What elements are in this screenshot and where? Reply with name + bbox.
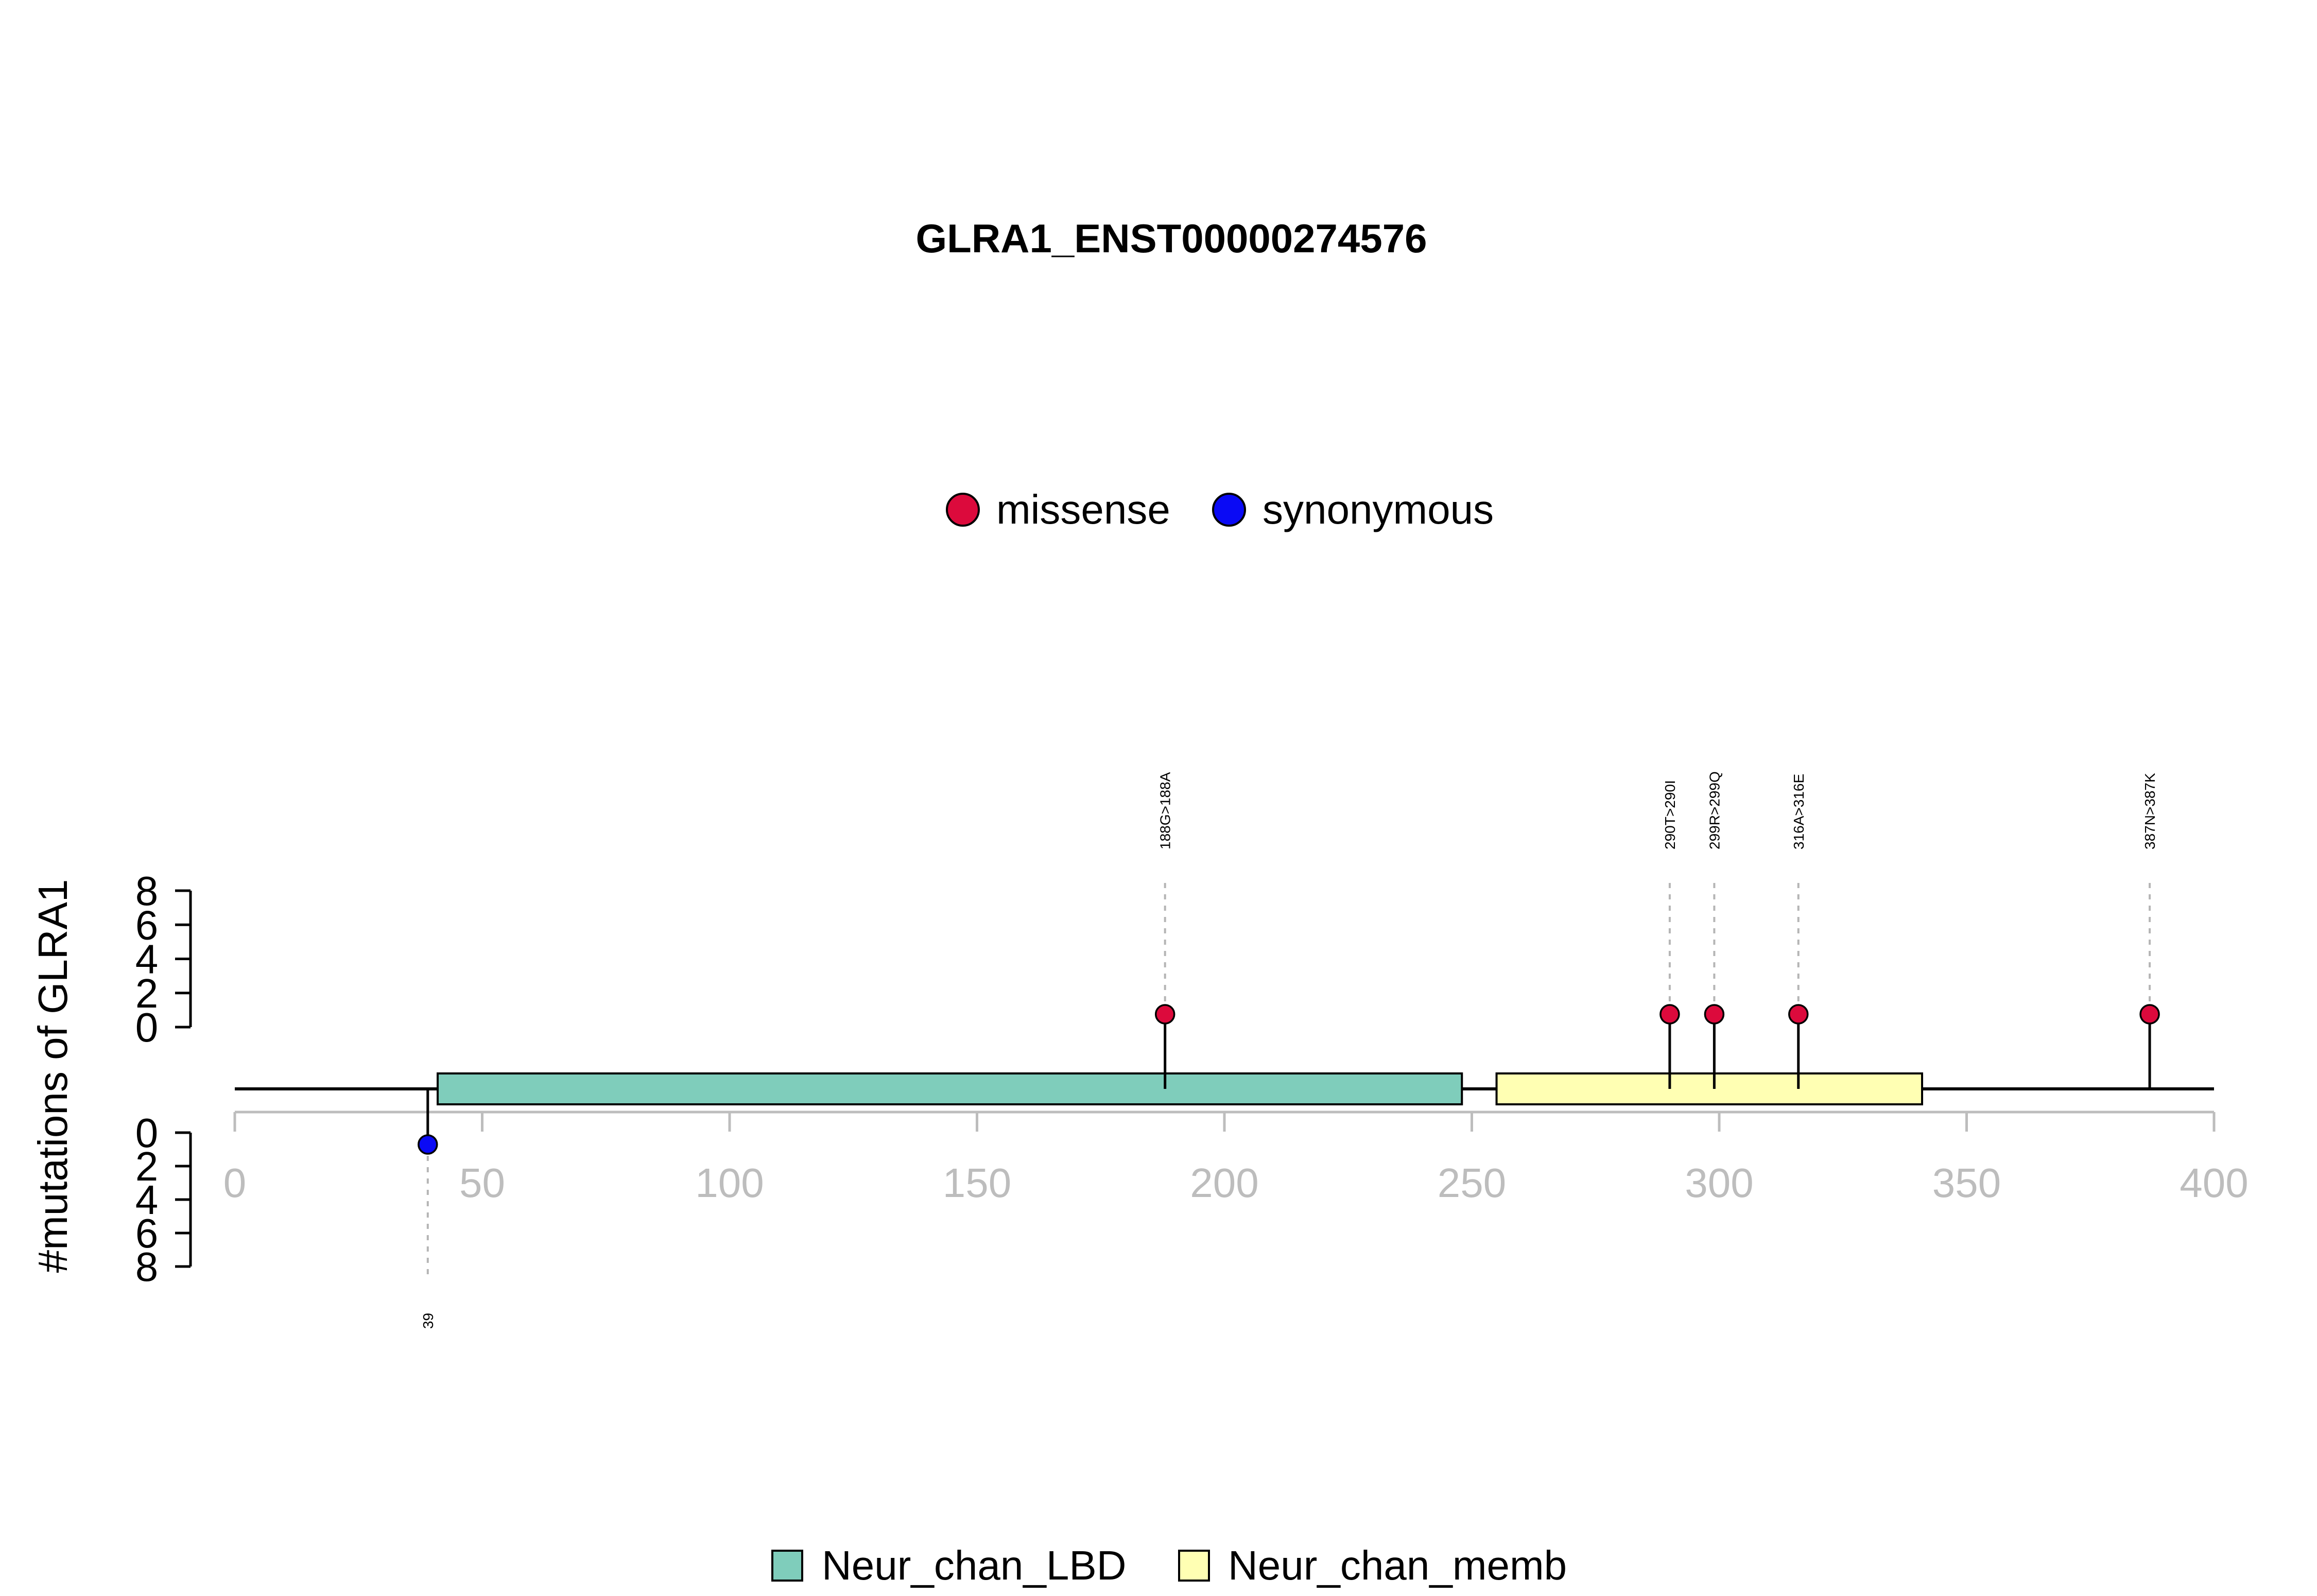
protein-domains bbox=[437, 1072, 1924, 1105]
y-axis-label: #mutations of GLRA1 bbox=[30, 879, 76, 1273]
y-top-tick-label-4: 4 bbox=[135, 936, 159, 982]
mutation-head bbox=[2139, 1004, 2160, 1025]
mutation-188G>188A: 188G>188A bbox=[1154, 772, 1175, 1089]
x-tick-label-250: 250 bbox=[1438, 1160, 1506, 1206]
mutation-39: 39 bbox=[418, 1089, 438, 1329]
mutation-head bbox=[1154, 1004, 1175, 1025]
domain-Neur_chan_memb bbox=[1495, 1072, 1924, 1105]
mutation-legend: missense synonymous bbox=[946, 487, 1494, 532]
y-bottom-tick-label-0: 0 bbox=[135, 1110, 159, 1156]
x-tick-label-350: 350 bbox=[1932, 1160, 2001, 1206]
y-top-tick-label-6: 6 bbox=[135, 902, 159, 948]
y-bottom-tick-label-8: 8 bbox=[135, 1244, 159, 1290]
legend-marker-synonymous bbox=[1212, 493, 1246, 527]
x-tick-label-400: 400 bbox=[2180, 1160, 2248, 1206]
domain-legend-swatch-Neur_chan_LBD bbox=[771, 1550, 803, 1582]
mutation-head bbox=[1704, 1004, 1725, 1025]
mutation-316A>316E: 316A>316E bbox=[1788, 774, 1809, 1089]
y-bottom-tick-label-6: 6 bbox=[135, 1210, 159, 1256]
mutation-lollipops: 39 188G>188A 290T>290I 299R>299Q 316A>316E 38… bbox=[418, 771, 2160, 1329]
domain-legend: Neur_chan_LBD Neur_chan_memb bbox=[771, 1542, 1567, 1588]
domain-legend-swatch-Neur_chan_memb bbox=[1178, 1550, 1210, 1582]
y-top-tick-label-0: 0 bbox=[135, 1004, 159, 1050]
x-tick-label-100: 100 bbox=[695, 1160, 764, 1206]
y-top-tick-label-2: 2 bbox=[135, 970, 159, 1016]
legend-label-synonymous: synonymous bbox=[1263, 487, 1494, 532]
domain-legend-label-Neur_chan_LBD: Neur_chan_LBD bbox=[822, 1542, 1126, 1588]
domain-legend-label-Neur_chan_memb: Neur_chan_memb bbox=[1228, 1542, 1567, 1588]
y-top-tick-label-8: 8 bbox=[135, 868, 159, 914]
legend-marker-missense bbox=[946, 493, 980, 527]
y-bottom-tick-label-4: 4 bbox=[135, 1177, 159, 1223]
x-axis: 0 50 100 150 200 250 300 350 400 bbox=[223, 1111, 2249, 1206]
domain-Neur_chan_LBD bbox=[437, 1072, 1463, 1105]
x-tick-label-200: 200 bbox=[1190, 1160, 1258, 1206]
y-bottom-tick-label-2: 2 bbox=[135, 1143, 159, 1189]
mutation-387N>387K: 387N>387K bbox=[2139, 773, 2160, 1089]
mutation-label: 387N>387K bbox=[2142, 773, 2158, 849]
chart-title: GLRA1_ENST00000274576 bbox=[916, 216, 1427, 261]
mutation-head bbox=[418, 1134, 438, 1155]
x-tick-label-0: 0 bbox=[223, 1160, 247, 1206]
mutation-label: 299R>299Q bbox=[1706, 771, 1722, 849]
mutation-label: 188G>188A bbox=[1157, 772, 1173, 849]
x-tick-label-300: 300 bbox=[1685, 1160, 1753, 1206]
x-tick-label-50: 50 bbox=[459, 1160, 505, 1206]
mutation-head bbox=[1659, 1004, 1680, 1025]
mutation-label: 39 bbox=[420, 1313, 436, 1329]
mutation-label: 316A>316E bbox=[1791, 774, 1807, 849]
mutation-label: 290T>290I bbox=[1662, 780, 1678, 849]
x-tick-label-150: 150 bbox=[943, 1160, 1011, 1206]
legend-label-missense: missense bbox=[996, 487, 1170, 532]
mutation-head bbox=[1788, 1004, 1809, 1025]
mutation-290T>290I: 290T>290I bbox=[1659, 780, 1680, 1089]
mutation-299R>299Q: 299R>299Q bbox=[1704, 771, 1725, 1089]
